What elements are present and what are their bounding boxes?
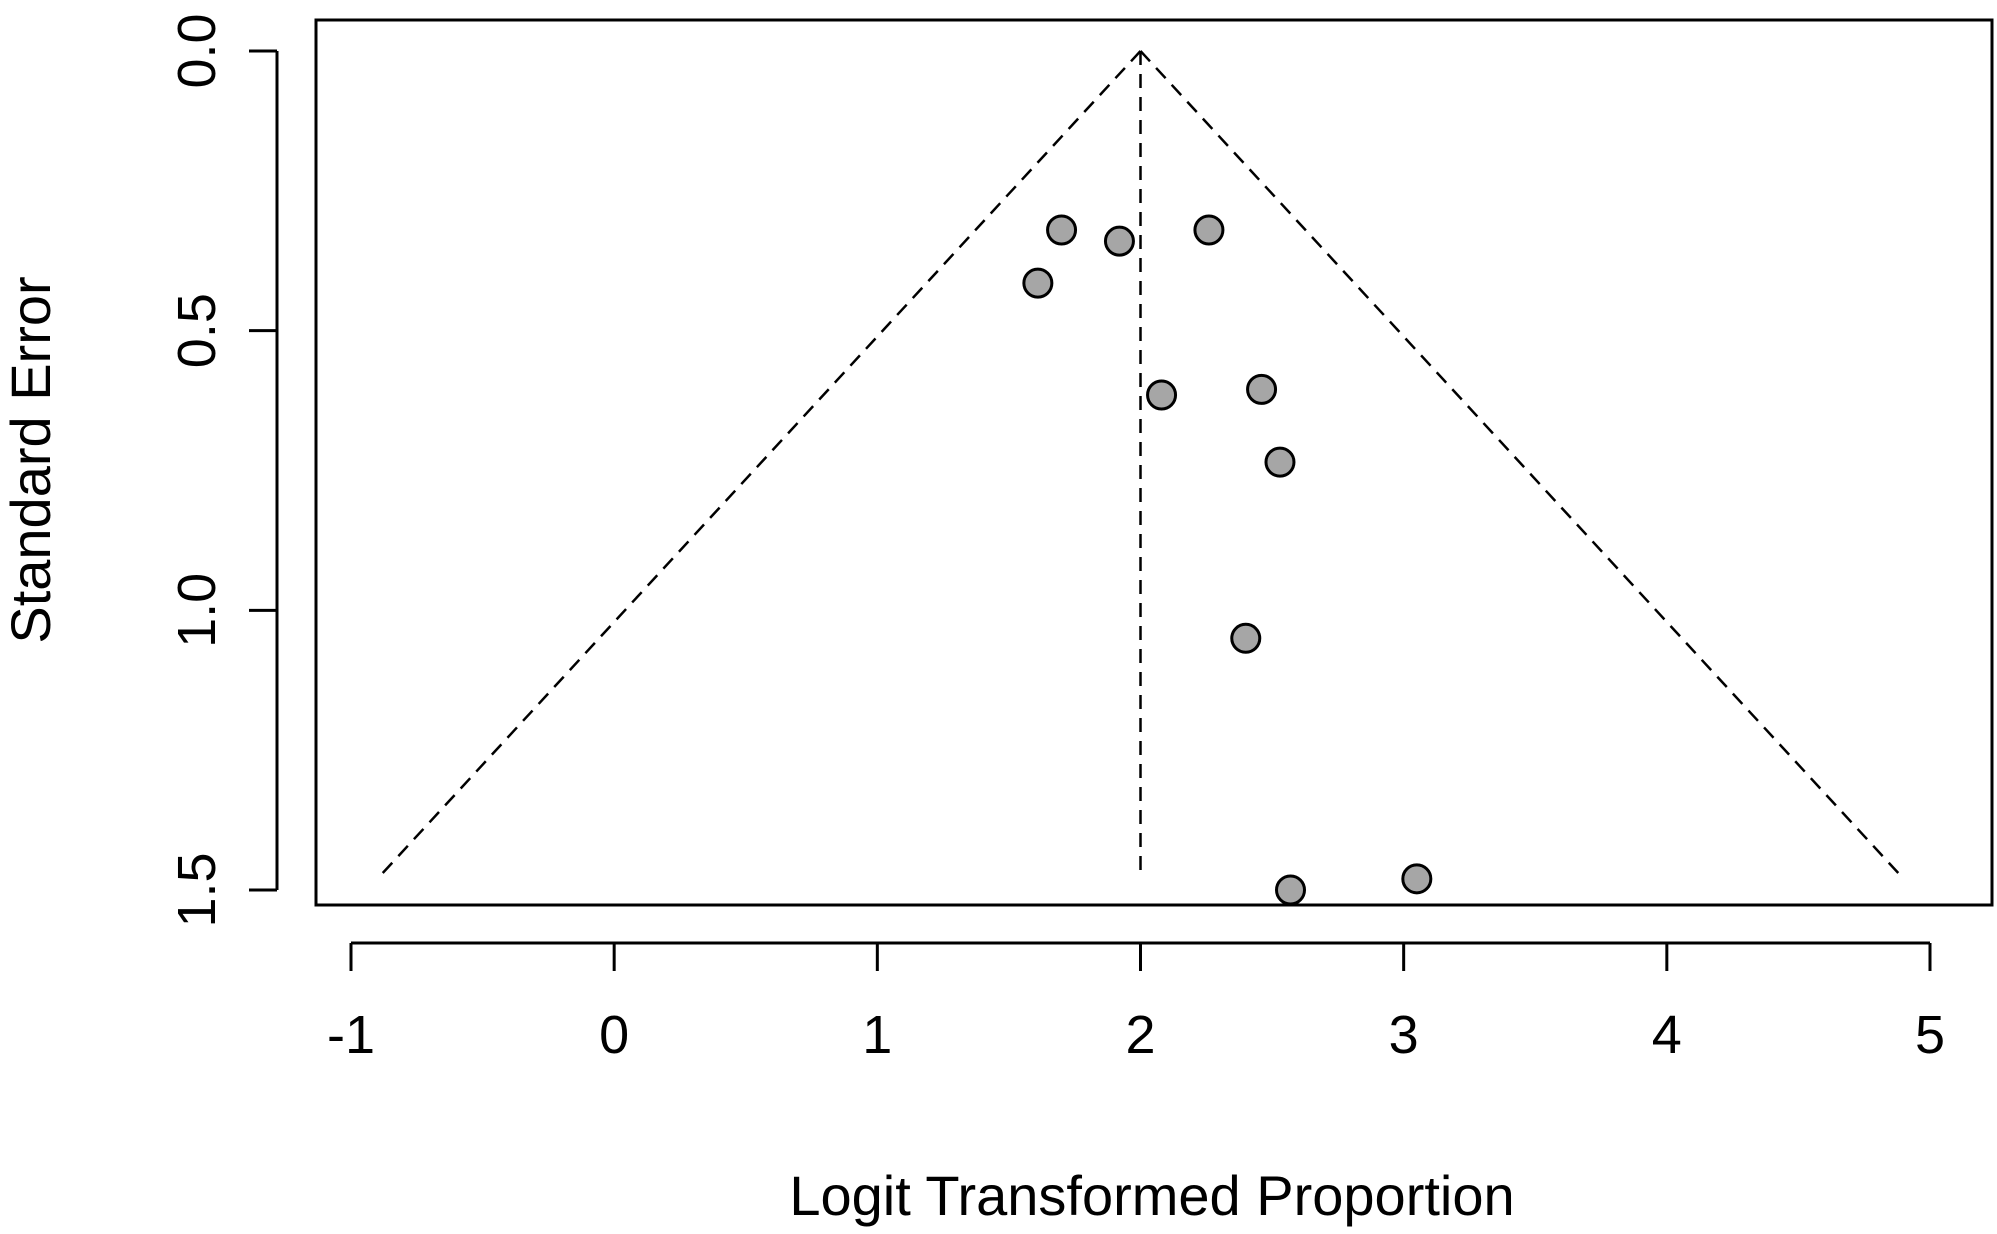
data-point (1046, 214, 1078, 246)
x-tick-label: 3 (1389, 1005, 1419, 1065)
data-point (1146, 379, 1178, 411)
x-tick-label: 2 (1125, 1005, 1155, 1065)
y-tick-label: 1.0 (167, 573, 227, 648)
funnel-right-line (1139, 50, 1900, 875)
y-tick-label: 1.5 (167, 852, 227, 927)
data-point (1264, 446, 1296, 478)
data-point (1022, 267, 1054, 299)
y-axis: 0.0 0.5 1.0 1.5 (167, 13, 279, 928)
data-point (1103, 225, 1135, 257)
x-tick-label: -1 (327, 1005, 375, 1065)
x-tick-label: 1 (862, 1005, 892, 1065)
data-point (1275, 874, 1307, 906)
x-tick-label: 5 (1915, 1005, 1945, 1065)
x-tick-label: 0 (599, 1005, 629, 1065)
data-point (1401, 863, 1433, 895)
x-tick-label: 4 (1652, 1005, 1682, 1065)
y-tick-label: 0.5 (167, 293, 227, 368)
funnel-lines (381, 50, 1900, 875)
x-axis: -1 0 1 2 3 4 5 (327, 941, 1945, 1065)
y-axis-label: Standard Error (0, 276, 62, 643)
data-points (1022, 214, 1433, 906)
x-axis-label: Logit Transformed Proportion (789, 1164, 1514, 1227)
data-point (1230, 622, 1262, 654)
y-tick-label: 0.0 (167, 13, 227, 88)
funnel-left-line (381, 50, 1142, 875)
data-point (1246, 373, 1278, 405)
data-point (1193, 214, 1225, 246)
plot-frame (314, 18, 1994, 907)
